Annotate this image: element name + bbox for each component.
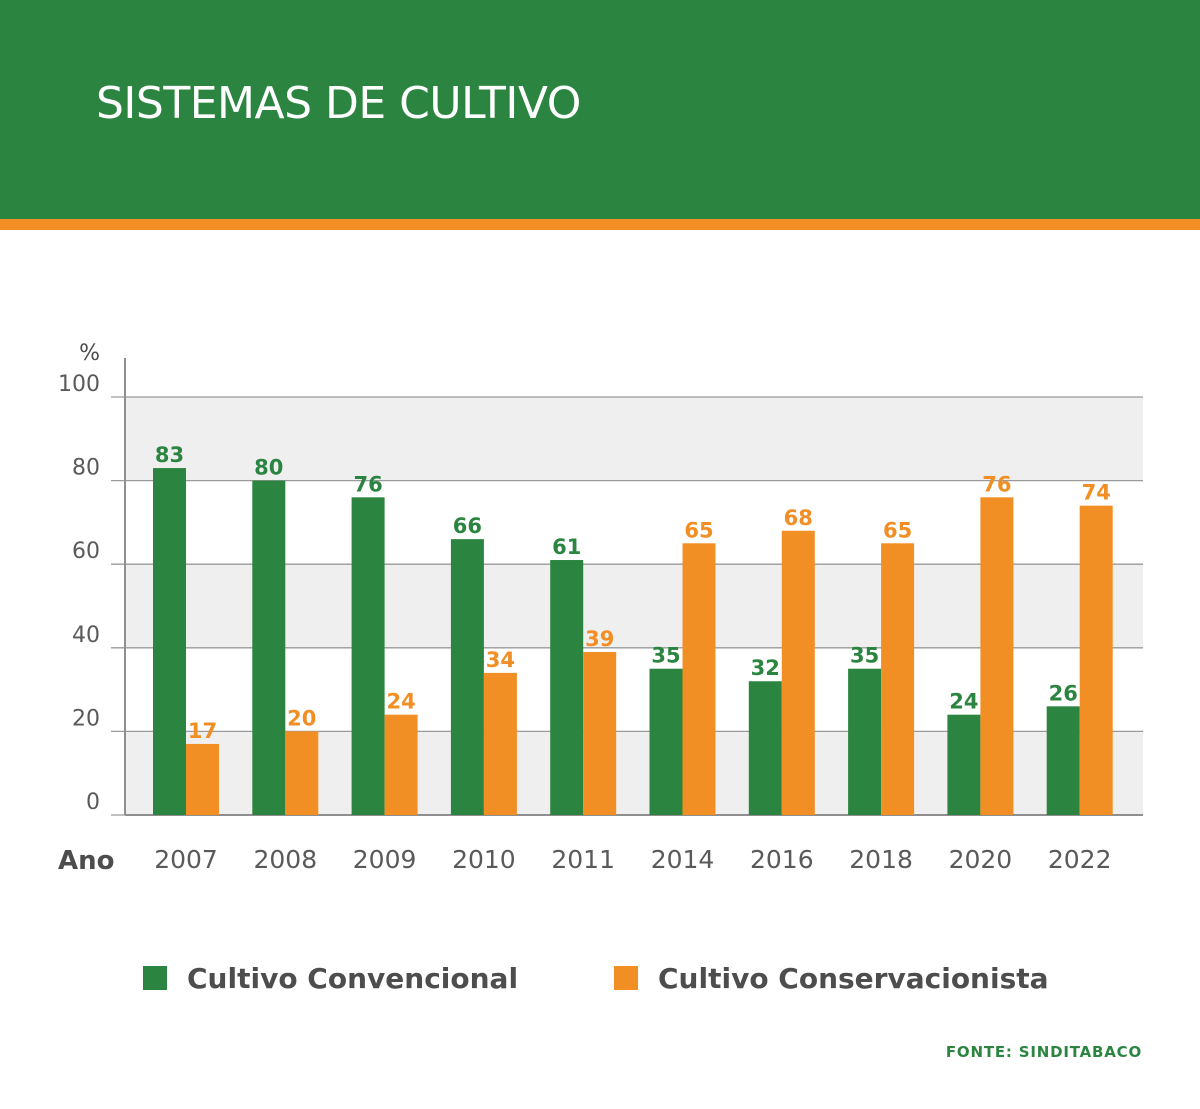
bar-convencional: [550, 560, 584, 815]
x-tick-label: 2008: [253, 845, 317, 874]
x-tick-label: 2022: [1048, 845, 1112, 874]
data-label: 76: [353, 472, 382, 496]
data-label: 65: [684, 518, 713, 542]
x-axis-label: Ano: [58, 846, 115, 876]
grid-band: [125, 397, 1143, 481]
bar-conservacionista: [285, 731, 319, 815]
bar-conservacionista: [980, 497, 1014, 815]
page-title: SISTEMAS DE CULTIVO: [96, 78, 581, 129]
bar-conservacionista: [483, 672, 517, 815]
bar-conservacionista: [384, 714, 418, 815]
bar-conservacionista: [583, 651, 617, 815]
data-label: 34: [486, 648, 515, 672]
x-tick-label: 2016: [750, 845, 814, 874]
data-label: 65: [883, 518, 912, 542]
data-label: 20: [287, 706, 316, 730]
bar-convencional: [153, 468, 186, 815]
bar-conservacionista: [186, 743, 219, 815]
data-label: 80: [254, 456, 283, 480]
bar-conservacionista: [682, 543, 716, 815]
data-label: 61: [552, 535, 581, 559]
bar-convencional: [848, 668, 882, 815]
data-label: 66: [453, 514, 482, 538]
y-tick-label: 100: [58, 372, 100, 397]
y-tick-label: 80: [72, 456, 100, 481]
x-tick-label: 2011: [551, 845, 615, 874]
bar-convencional: [252, 480, 286, 815]
bar-conservacionista: [781, 530, 815, 815]
x-tick-label: 2018: [849, 845, 913, 874]
legend-item-convencional: Cultivo Convencional: [143, 961, 519, 995]
data-label: 17: [188, 719, 217, 743]
bar-conservacionista: [881, 543, 915, 815]
data-label: 76: [982, 472, 1011, 496]
data-label: 83: [155, 443, 184, 467]
bar-convencional: [450, 539, 484, 815]
x-tick-label: 2020: [949, 845, 1013, 874]
x-tick-label: 2009: [353, 845, 417, 874]
bar-convencional: [649, 668, 683, 815]
x-tick-label: 2014: [651, 845, 715, 874]
bar-convencional: [1046, 706, 1080, 815]
data-label: 39: [585, 627, 614, 651]
data-label: 24: [949, 690, 978, 714]
legend-label-convencional: Cultivo Convencional: [187, 961, 519, 995]
bar-conservacionista: [1079, 505, 1113, 815]
data-label: 68: [784, 506, 813, 530]
legend-item-conservacionista: Cultivo Conservacionista: [614, 961, 1049, 995]
data-label: 35: [850, 644, 879, 668]
bar-convencional: [947, 714, 981, 815]
x-tick-label: 2007: [154, 845, 218, 874]
legend-swatch-green: [143, 966, 167, 990]
source-note: FONTE: SINDITABACO: [945, 1043, 1142, 1061]
data-label: 74: [1082, 481, 1111, 505]
header-accent-stripe: [0, 219, 1200, 230]
y-tick-label: 60: [72, 539, 100, 564]
data-label: 26: [1049, 681, 1078, 705]
y-tick-label: 20: [72, 706, 100, 731]
legend-label-conservacionista: Cultivo Conservacionista: [658, 961, 1049, 995]
data-label: 24: [386, 690, 415, 714]
y-axis-label: %: [79, 341, 100, 366]
data-label: 35: [651, 644, 680, 668]
y-tick-label: 40: [72, 623, 100, 648]
header-banner: SISTEMAS DE CULTIVO: [0, 0, 1200, 219]
x-tick-label: 2010: [452, 845, 516, 874]
legend-swatch-orange: [614, 966, 638, 990]
grid-band: [125, 564, 1143, 648]
bar-convencional: [748, 681, 782, 815]
data-label: 32: [751, 656, 780, 680]
bar-convencional: [351, 497, 385, 815]
y-tick-label: 0: [86, 790, 100, 815]
